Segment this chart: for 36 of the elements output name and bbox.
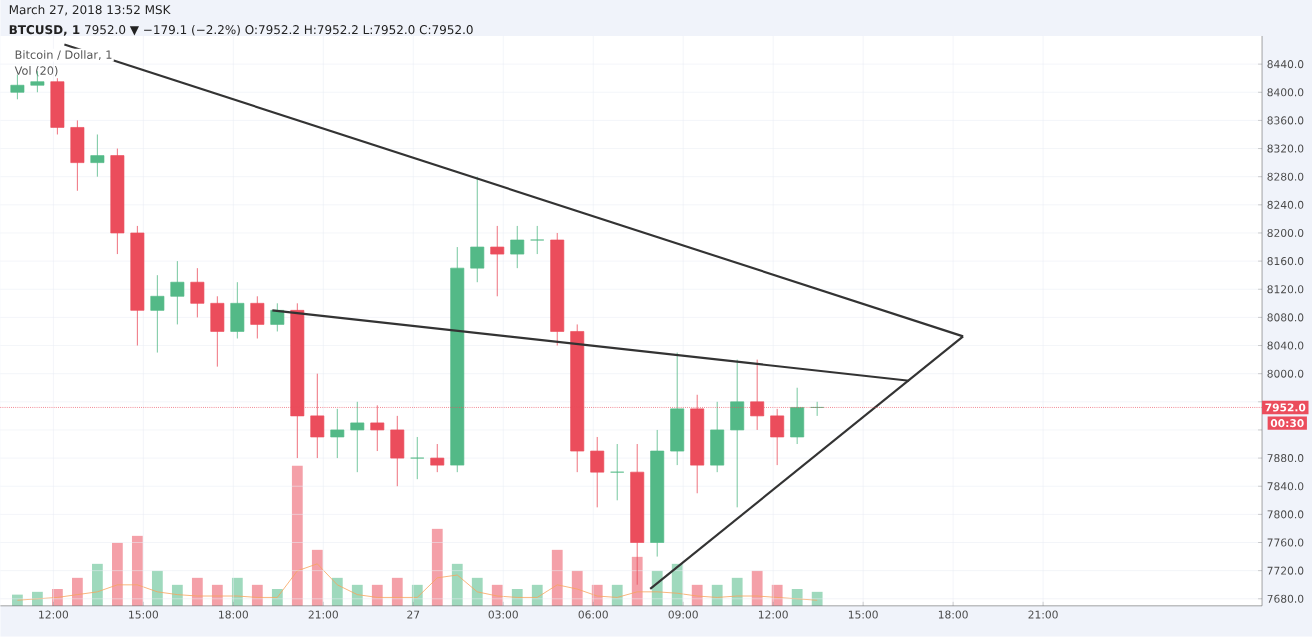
y-tick-label: 8280.0: [1267, 172, 1304, 181]
chart-title: BTCUSD, 1 7952.0 ▼ −179.1 (−2.2%) O:7952.2 H:7952.2 L:7952.0 C:7952.0: [9, 25, 473, 36]
y-tick-label: 8240.0: [1267, 200, 1304, 209]
text: March 27, 2018 13:52 MSK: [9, 5, 171, 16]
x-tick-label: 21:00: [1028, 610, 1058, 619]
x-tick-label: 18:00: [938, 610, 968, 619]
y-tick-label: 8360.0: [1267, 116, 1304, 125]
y-tick-label: 7800.0: [1267, 510, 1304, 519]
x-tick-label: 15:00: [129, 610, 159, 619]
annotation: Vol (20): [14, 66, 58, 77]
y-tick-label: 8120.0: [1267, 285, 1304, 294]
x-tick-label: 12:00: [39, 610, 69, 619]
y-tick-label: 7680.0: [1267, 594, 1304, 603]
y-tick-label: 7720.0: [1267, 566, 1304, 575]
ref-line-label: 7952.0: [1265, 403, 1306, 412]
y-tick-label: 8400.0: [1267, 88, 1304, 97]
y-tick-label: 7880.0: [1267, 454, 1304, 463]
x-tick-label: 15:00: [848, 610, 878, 619]
y-tick-label: 8080.0: [1267, 313, 1304, 322]
y-tick-label: 8320.0: [1267, 144, 1304, 153]
y-tick-label: 7760.0: [1267, 538, 1304, 547]
y-tick-label: 7840.0: [1267, 482, 1304, 491]
x-tick-label: 06:00: [578, 610, 608, 619]
x-tick-label: 18:00: [219, 610, 248, 619]
x-tick-label: 21:00: [308, 610, 338, 619]
x-tick-label: 27: [407, 610, 420, 619]
y-tick-label: 8000.0: [1267, 369, 1304, 378]
annotation: Bitcoin / Dollar, 1: [15, 50, 112, 61]
x-tick-label: 12:00: [758, 610, 788, 619]
text: 00:30: [1270, 419, 1304, 428]
y-tick-label: 8200.0: [1267, 229, 1304, 238]
y-tick-label: 8440.0: [1267, 60, 1304, 69]
y-tick-label: 8040.0: [1267, 341, 1304, 350]
x-tick-label: 03:00: [488, 610, 518, 619]
x-tick-label: 09:00: [668, 610, 698, 619]
y-tick-label: 8160.0: [1267, 257, 1304, 266]
